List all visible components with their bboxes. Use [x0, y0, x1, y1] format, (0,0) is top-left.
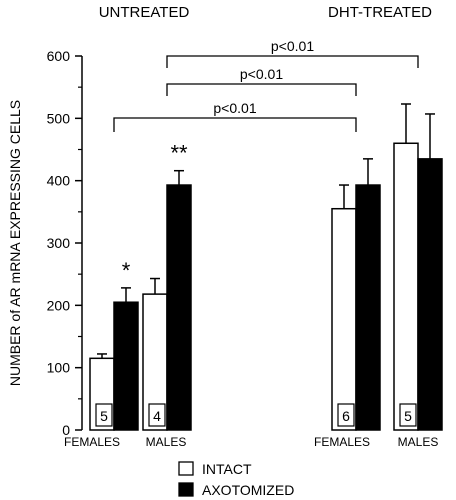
comparison-label: p<0.01	[240, 66, 283, 82]
legend: INTACT AXOTOMIZED	[178, 461, 294, 498]
n-label: 5	[404, 408, 412, 424]
significance-mark: **	[170, 141, 188, 166]
n-box	[337, 403, 355, 427]
comparison-brackets: p<0.01 p<0.01 p<0.01	[113, 38, 419, 132]
category-label: MALES	[146, 435, 187, 449]
comparison-label: p<0.01	[271, 38, 314, 54]
n-label: 4	[153, 408, 161, 424]
comparison-bracket	[113, 117, 357, 132]
y-tick-label: 300	[47, 235, 71, 251]
bar-intact	[331, 207, 357, 431]
y-tick-label: 100	[47, 360, 71, 376]
bar-axotomized	[355, 184, 381, 431]
n-label: 6	[342, 408, 350, 424]
category-label: FEMALES	[64, 435, 120, 449]
bar-axotomized	[113, 301, 139, 431]
significance-mark: *	[122, 258, 131, 283]
group-label: UNTREATED	[99, 4, 190, 21]
chart-axes: 0 100 200 300 400 500 600 NUMBER of AR mRNA EXP…	[7, 48, 83, 438]
n-label: 5	[100, 408, 108, 424]
bar-intact	[393, 142, 419, 431]
bars	[89, 103, 443, 431]
legend-label: INTACT	[202, 461, 252, 477]
comparison-bracket	[166, 83, 357, 96]
y-tick-label: 0	[62, 422, 70, 438]
category-label: FEMALES	[314, 435, 370, 449]
legend-swatch	[178, 461, 194, 476]
y-axis-label: NUMBER of AR mRNA EXPRESSING CELLS	[7, 100, 23, 386]
n-box	[148, 403, 166, 427]
category-label: MALES	[398, 435, 439, 449]
comparison-bracket	[166, 55, 419, 68]
n-box	[95, 403, 113, 427]
group-label: DHT-TREATED	[328, 4, 432, 21]
y-tick-label: 500	[47, 110, 71, 126]
n-box	[399, 403, 417, 427]
comparison-label: p<0.01	[213, 100, 256, 116]
legend-label: AXOTOMIZED	[202, 482, 294, 498]
y-tick-label: 600	[47, 48, 71, 64]
bar-axotomized	[417, 158, 443, 431]
y-tick-label: 400	[47, 173, 71, 189]
y-tick-label: 200	[47, 297, 71, 313]
legend-swatch	[178, 482, 194, 497]
bar-axotomized	[166, 184, 192, 431]
